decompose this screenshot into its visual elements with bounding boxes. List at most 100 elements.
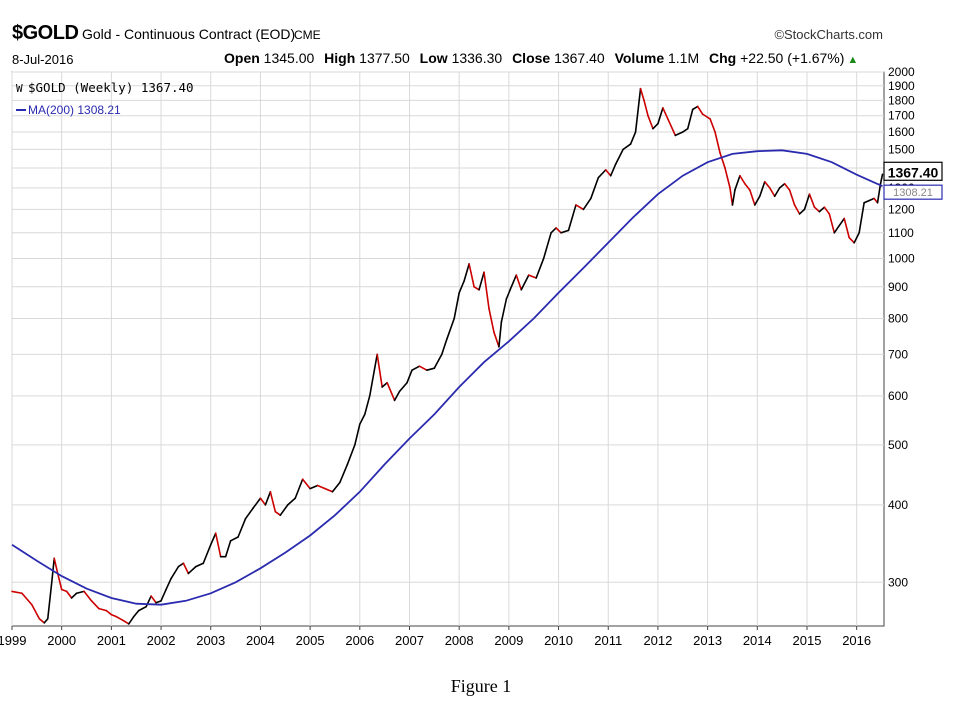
gold-price-segment [105,609,113,616]
low-value: 1336.30 [451,50,503,66]
gold-price-segment [520,274,530,291]
gold-price-segment [170,565,180,580]
price-tags: 1308.21 1367.40 [883,161,943,200]
gold-price-segment [763,180,771,189]
gold-price-segment [160,588,167,602]
gold-price-segment [696,105,704,115]
gold-price-segment [823,206,831,215]
gold-price-segment [426,367,436,372]
gold-price-segment [381,381,388,388]
gold-price-segment [150,595,157,604]
gold-price-segment [483,271,490,310]
gold-price-segment [550,227,557,234]
x-tick-label: 2009 [494,633,523,648]
gold-price-segment [793,204,801,215]
gold-price-segment [195,562,205,568]
gold-price-segment [567,204,577,232]
price-stats: Open 1345.00 High 1377.50 Low 1336.30 Cl… [218,50,858,66]
x-tick-label: 2013 [693,633,722,648]
gold-price-segment [90,600,100,610]
gold-price-segment [376,353,383,388]
gold-price-segment [122,619,130,625]
legend-gold-label: $GOLD (Weekly) 1367.40 [28,80,194,95]
legend: W $GOLD (Weekly) 1367.40 MA(200) 1308.21 [16,80,194,117]
gold-price-segment [643,99,649,117]
gold-price-segment [773,187,781,198]
last-price-tag-text: 1367.40 [888,164,939,180]
y-tick-label: 500 [888,438,908,452]
open-label: Open [224,50,260,66]
gold-price-segment [768,187,776,198]
gold-price-segment [132,609,140,618]
x-tick-label: 2004 [246,633,275,648]
gold-price-segment [274,510,282,516]
gold-price-segment [98,607,108,612]
y-tick-label: 700 [888,347,908,361]
exchange-label: CME [294,28,321,42]
gold-price-segment [582,197,592,211]
low-label: Low [419,50,448,66]
chg-value: +22.50 (+1.67%) [740,50,845,66]
gold-price-segment [155,600,162,604]
gold-price-segment [818,206,826,213]
gold-price-segment [542,232,552,260]
x-tick-label: 2016 [842,633,871,648]
figure-caption: Figure 1 [450,676,512,696]
x-tick-label: 2011 [594,633,622,648]
gold-price-segment [259,497,267,506]
gold-price-segment [177,562,185,568]
gold-price-segment [719,152,726,169]
open-value: 1345.00 [263,50,315,66]
gold-price-segment [560,229,570,234]
gold-price-segment [535,257,545,279]
gold-price-segment [731,189,736,206]
axis-labels: 3004005006007008009001000110012001300140… [0,65,915,648]
ma200-line [11,149,883,606]
x-tick-label: 2014 [743,633,772,648]
gold-price-segment [316,484,326,490]
gold-price-segment [488,307,495,334]
gold-price-segment [182,562,190,575]
gold-price-segment [828,213,836,234]
gold-price-segment [498,321,503,348]
y-tick-label: 1100 [888,226,914,240]
gold-price-segment [237,517,247,538]
gold-price-segment [65,590,73,599]
gold-price-segment [115,615,125,622]
gold-price-segment [279,504,289,516]
gold-price-segment [229,536,239,542]
gold-price-segment [137,605,147,612]
gold-price-segment [440,338,448,356]
x-tick-label: 2012 [643,633,672,648]
gold-price-segment [493,331,500,348]
instrument-description: Gold - Continuous Contract (EOD) [82,26,296,42]
x-tick-label: 2015 [793,633,822,648]
gold-price-segment [604,169,612,177]
y-tick-label: 400 [888,498,908,512]
gold-price-segment [652,122,659,130]
gold-price-segment [433,353,443,369]
gold-price-segment [510,274,518,288]
gold-price-segment [458,280,465,294]
gold-price-segment [46,581,53,620]
gold-price-segment [858,201,865,234]
gold-price-segment [165,577,172,591]
gold-price-segment [622,143,632,151]
gold-price-segment [575,204,585,211]
gold-price-segment [60,588,68,593]
gold-price-segment [418,365,428,372]
gold-price-segment [209,532,217,546]
gold-price-segment [346,444,356,466]
gold-price-segment [833,224,841,234]
gold-price-segment [647,114,654,130]
gold-price-segment [463,263,470,282]
gold-price-segment [294,478,304,500]
y-tick-label: 1800 [888,93,915,107]
gold-price-segment [453,292,460,320]
x-tick-label: 2010 [544,633,573,648]
gold-price-segment [411,365,421,372]
gold-price-segment [83,590,93,602]
gold-price-segment [301,478,311,490]
chg-label: Chg [709,50,737,66]
